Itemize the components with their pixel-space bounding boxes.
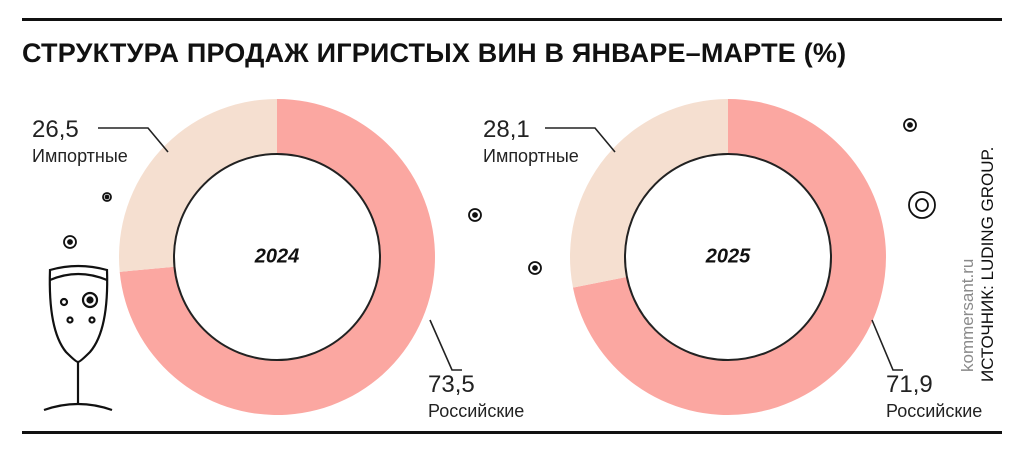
slice-label-russian-2024: Российские (428, 401, 525, 421)
slice-value-imported-2024: 26,5 (32, 116, 79, 143)
slice-value-russian-2024: 73,5 (428, 371, 475, 398)
leader-line-russian-2024 (429, 319, 462, 371)
donut-hole-2024 (173, 153, 381, 361)
leader-line-russian-2025 (871, 319, 903, 371)
top-rule (22, 18, 1002, 21)
leader-line-imported-2025 (545, 127, 616, 153)
bubble-icons (63, 118, 936, 275)
slice-value-russian-2025: 71,9 (886, 371, 933, 398)
slice-label-imported-2024: Импортные (32, 146, 128, 166)
center-label-2024: 2024 (254, 245, 300, 268)
chart-title: СТРУКТУРА ПРОДАЖ ИГРИСТЫХ ВИН В ЯНВАРЕ–М… (22, 38, 847, 68)
slice-value-imported-2025: 28,1 (483, 116, 530, 143)
slice-imported-2025 (569, 98, 728, 288)
wine-glass-icon (43, 264, 113, 412)
slice-russian-2025 (572, 99, 886, 415)
source-credit: ИСТОЧНИК: LUDING GROUP. (978, 146, 997, 382)
center-label-2025: 2025 (705, 245, 751, 268)
slice-russian-2024 (119, 99, 436, 415)
leader-line-imported-2024 (98, 127, 169, 153)
slice-imported-2024 (119, 99, 277, 272)
bottom-rule (22, 431, 1002, 434)
donut-hole-2025 (624, 153, 832, 361)
slice-label-imported-2025: Импортные (483, 146, 579, 166)
site-credit: kommersant.ru (958, 258, 977, 372)
slice-label-russian-2025: Российские (886, 401, 983, 421)
